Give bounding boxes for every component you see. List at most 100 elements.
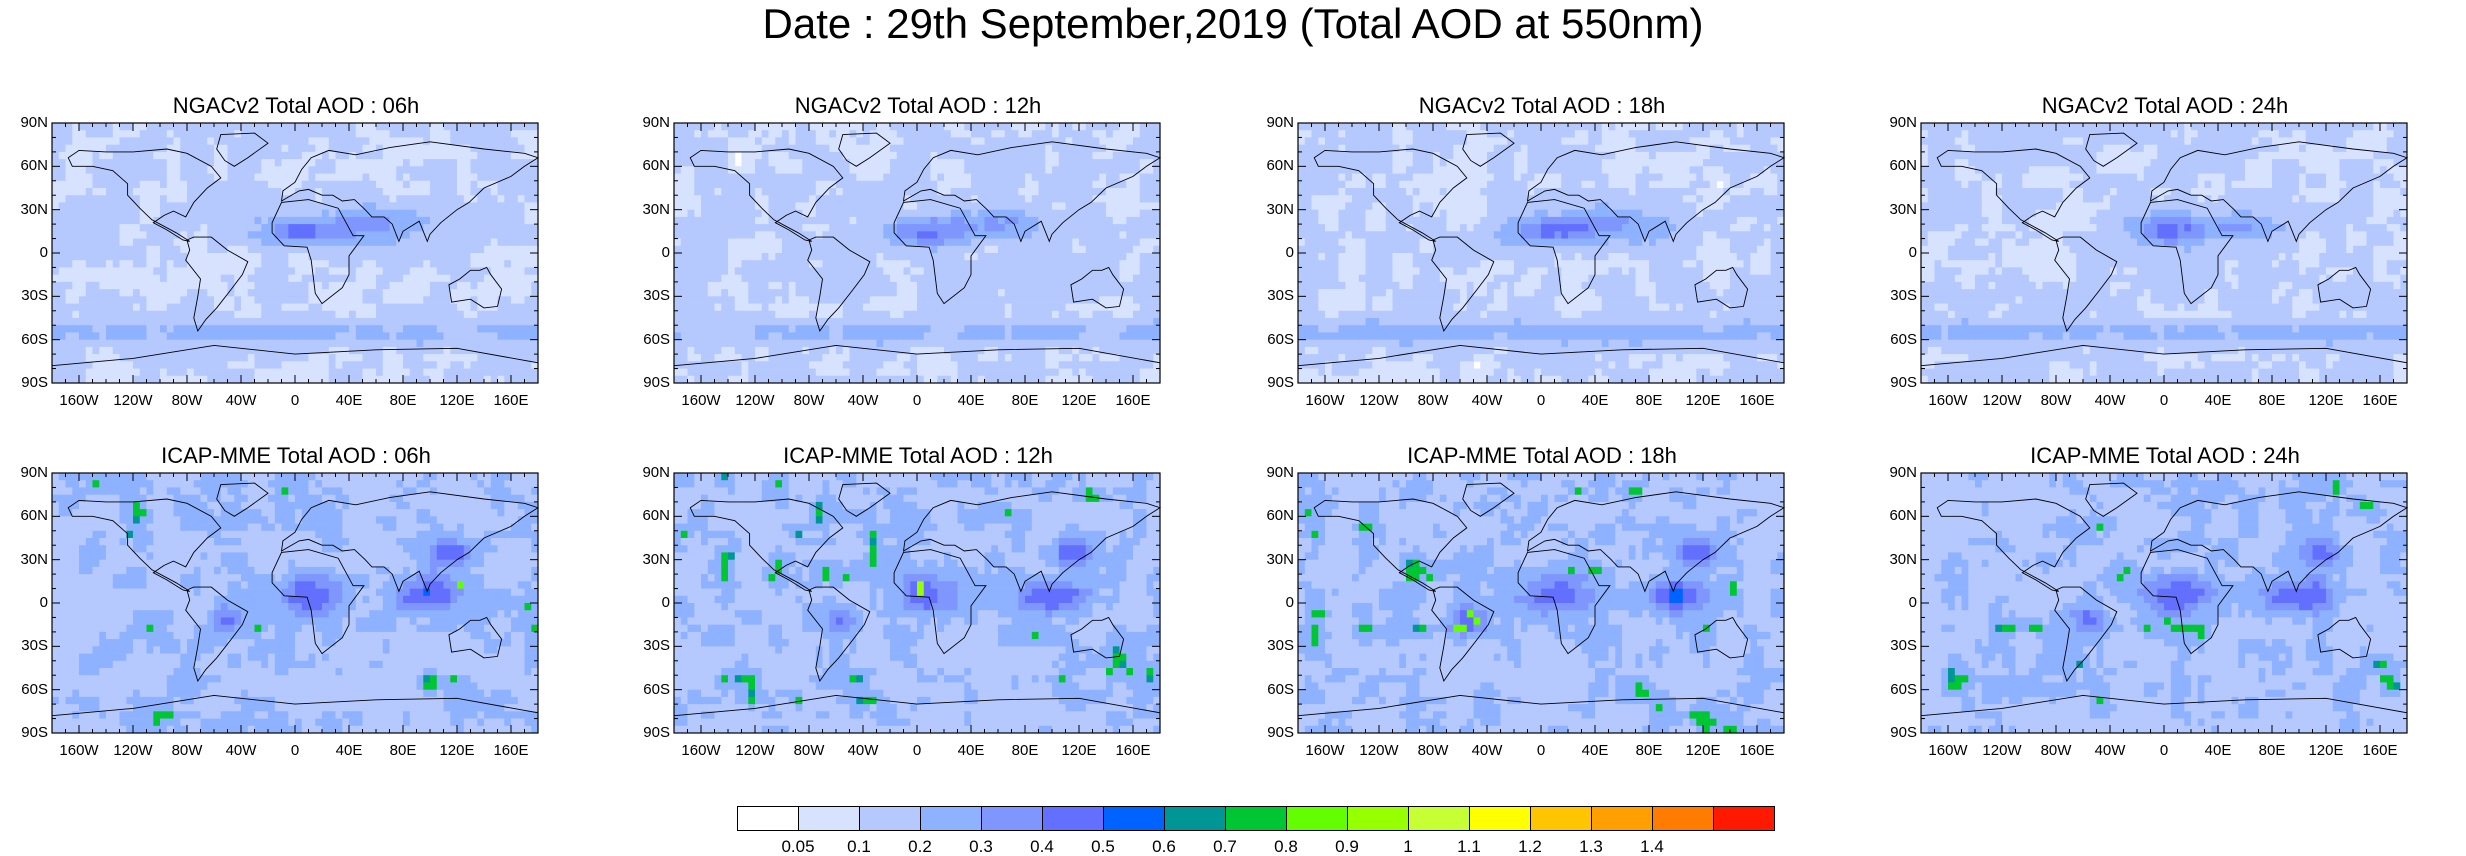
- lat-tick-label: 90N: [8, 465, 48, 481]
- lon-tick-label: 160W: [1918, 743, 1978, 759]
- lon-tick-label: 160W: [49, 393, 109, 409]
- aod-map: [7, 473, 540, 738]
- lon-tick-label: 40E: [319, 743, 379, 759]
- lat-tick-label: 0: [8, 595, 48, 611]
- colorbar-swatch: [1286, 806, 1348, 831]
- panel-title: NGACv2 Total AOD : 12h: [648, 93, 1188, 119]
- lat-tick-label: 30N: [8, 202, 48, 218]
- lat-tick-label: 90S: [630, 375, 670, 391]
- lat-tick-label: 30S: [630, 638, 670, 654]
- lat-tick-label: 60N: [8, 508, 48, 524]
- lon-tick-label: 120E: [427, 743, 487, 759]
- lon-tick-label: 160W: [671, 393, 731, 409]
- colorbar-label: 1.2: [1505, 838, 1555, 856]
- lat-tick-label: 90S: [8, 725, 48, 741]
- lon-tick-label: 80W: [2026, 743, 2086, 759]
- lon-tick-label: 40W: [2080, 743, 2140, 759]
- colorbar-swatch: [1347, 806, 1409, 831]
- lon-tick-label: 0: [1511, 743, 1571, 759]
- lat-tick-label: 90S: [1254, 725, 1294, 741]
- colorbar-label: 1.4: [1627, 838, 1677, 856]
- lat-tick-label: 60S: [1254, 682, 1294, 698]
- lat-tick-label: 90S: [8, 375, 48, 391]
- colorbar-swatch: [1164, 806, 1226, 831]
- lon-tick-label: 40W: [833, 743, 893, 759]
- lat-tick-label: 30N: [630, 202, 670, 218]
- colorbar-label: 0.8: [1261, 838, 1311, 856]
- lon-tick-label: 40W: [1457, 743, 1517, 759]
- colorbar-swatch: [859, 806, 921, 831]
- lat-tick-label: 60S: [1877, 682, 1917, 698]
- aod-field: [674, 123, 1161, 383]
- lon-tick-label: 0: [2134, 743, 2194, 759]
- lat-tick-label: 60S: [1254, 332, 1294, 348]
- colorbar-label: 0.9: [1322, 838, 1372, 856]
- lat-tick-label: 30N: [1877, 552, 1917, 568]
- lon-tick-label: 120W: [725, 743, 785, 759]
- colorbar-label: 0.7: [1200, 838, 1250, 856]
- lat-tick-label: 0: [1877, 595, 1917, 611]
- colorbar-swatch: [1713, 806, 1775, 831]
- colorbar-swatch: [920, 806, 982, 831]
- lon-tick-label: 160E: [2350, 743, 2410, 759]
- lon-tick-label: 120E: [1673, 393, 1733, 409]
- lon-tick-label: 80E: [995, 393, 1055, 409]
- lat-tick-label: 30N: [1254, 552, 1294, 568]
- aod-map: [1876, 473, 2409, 738]
- lon-tick-label: 160E: [1103, 393, 1163, 409]
- lon-tick-label: 40E: [941, 393, 1001, 409]
- lon-tick-label: 40W: [833, 393, 893, 409]
- panel-title: NGACv2 Total AOD : 24h: [1895, 93, 2435, 119]
- lon-tick-label: 0: [2134, 393, 2194, 409]
- colorbar-swatch: [737, 806, 799, 831]
- lat-tick-label: 90S: [1254, 375, 1294, 391]
- lon-tick-label: 120E: [1049, 743, 1109, 759]
- lat-tick-label: 0: [1254, 245, 1294, 261]
- lon-tick-label: 80W: [157, 743, 217, 759]
- aod-field: [1298, 123, 1785, 383]
- lat-tick-label: 0: [630, 245, 670, 261]
- lat-tick-label: 60N: [1877, 158, 1917, 174]
- colorbar-swatch: [1103, 806, 1165, 831]
- colorbar-swatch: [981, 806, 1043, 831]
- lat-tick-label: 30S: [8, 638, 48, 654]
- aod-field: [1921, 123, 2408, 383]
- colorbar-swatch: [1652, 806, 1714, 831]
- lon-tick-label: 160E: [481, 743, 541, 759]
- lon-tick-label: 80W: [1403, 393, 1463, 409]
- lat-tick-label: 30S: [630, 288, 670, 304]
- lat-tick-label: 60S: [630, 682, 670, 698]
- lon-tick-label: 120W: [103, 393, 163, 409]
- lat-tick-label: 0: [8, 245, 48, 261]
- lon-tick-label: 160W: [1295, 743, 1355, 759]
- lat-tick-label: 60N: [1254, 508, 1294, 524]
- lat-tick-label: 60S: [1877, 332, 1917, 348]
- lon-tick-label: 80W: [779, 393, 839, 409]
- panel-title: NGACv2 Total AOD : 18h: [1272, 93, 1812, 119]
- aod-field: [52, 473, 539, 733]
- lon-tick-label: 120E: [2296, 743, 2356, 759]
- lat-tick-label: 60N: [630, 508, 670, 524]
- lat-tick-label: 90S: [1877, 375, 1917, 391]
- lon-tick-label: 80W: [157, 393, 217, 409]
- lat-tick-label: 90S: [1877, 725, 1917, 741]
- aod-map: [1876, 123, 2409, 388]
- colorbar-label: 0.3: [956, 838, 1006, 856]
- lon-tick-label: 40E: [2188, 393, 2248, 409]
- lon-tick-label: 120W: [1349, 393, 1409, 409]
- aod-field: [1298, 473, 1785, 733]
- lon-tick-label: 40E: [319, 393, 379, 409]
- lon-tick-label: 40W: [211, 743, 271, 759]
- lat-tick-label: 60N: [1254, 158, 1294, 174]
- lat-tick-label: 30S: [1877, 638, 1917, 654]
- lon-tick-label: 0: [265, 393, 325, 409]
- lat-tick-label: 90N: [630, 115, 670, 131]
- aod-map: [629, 123, 1162, 388]
- lon-tick-label: 120W: [1972, 393, 2032, 409]
- lat-tick-label: 60N: [8, 158, 48, 174]
- colorbar-label: 0.2: [895, 838, 945, 856]
